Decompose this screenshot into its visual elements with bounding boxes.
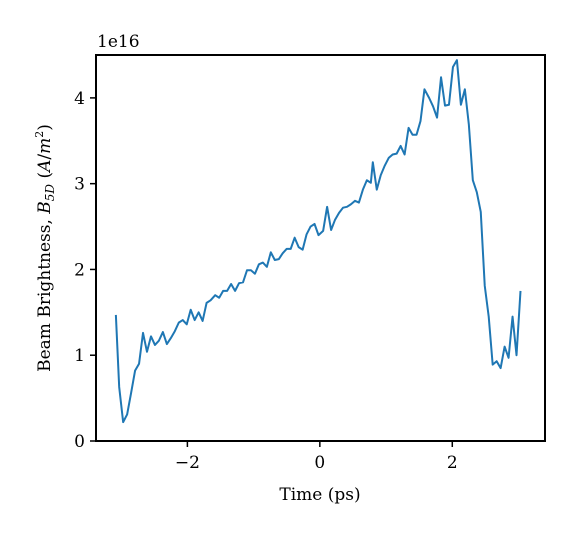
- y-tick-label: 1: [74, 346, 85, 366]
- data-line: [114, 59, 522, 424]
- y-axis-label: Beam Brightness, B5D (A/m2): [33, 124, 57, 372]
- y-tick-label: 3: [74, 175, 85, 195]
- plot-frame: [95, 54, 546, 442]
- offset-text: 1e16: [97, 32, 140, 52]
- y-tick-label: 2: [74, 260, 85, 280]
- x-tick-label: 2: [447, 453, 458, 473]
- y-tick-label: 4: [74, 89, 85, 109]
- x-tick-label: 0: [314, 453, 325, 473]
- x-axis-label: Time (ps): [279, 485, 360, 505]
- x-tick-label: −2: [175, 453, 200, 473]
- y-tick-label: 0: [74, 432, 85, 452]
